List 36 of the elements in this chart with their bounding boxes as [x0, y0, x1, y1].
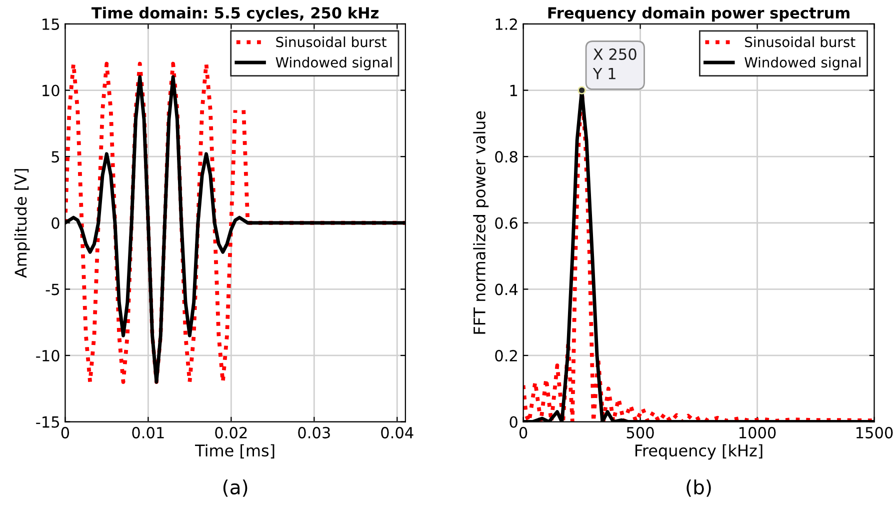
legend-label: Windowed signal [744, 56, 860, 70]
x-tick-label: 0 [61, 426, 70, 438]
legend-label: Sinusoidal burst [745, 36, 856, 48]
x-tick-label: 0.02 [215, 426, 247, 438]
y-tick-label: -10 [36, 350, 60, 362]
x-tick-label: 0.03 [298, 426, 330, 438]
x-tick-label: 0.04 [381, 426, 414, 438]
y-tick-label: 1 [510, 84, 518, 96]
x-axis-title: Frequency [kHz] [635, 444, 762, 460]
y-tick-label: 0.2 [495, 350, 517, 362]
y-tick-label: 0.6 [495, 217, 518, 229]
y-tick-label: 1.2 [496, 18, 517, 30]
chart-title: Frequency domain power spectrum [548, 6, 850, 22]
x-tick-label: 500 [626, 426, 654, 438]
x-tick-label: 0 [519, 426, 528, 438]
y-axis-title: Amplitude [V] [14, 169, 30, 278]
y-tick-label: 0.4 [495, 284, 518, 296]
y-tick-label: 5 [52, 151, 59, 163]
y-axis-title: FFT normalized power value [473, 111, 489, 334]
y-tick-label: -5 [46, 284, 59, 296]
y-tick-label: -15 [36, 416, 59, 428]
legend-label: Sinusoidal burst [276, 36, 386, 48]
y-tick-label: 0.8 [495, 151, 518, 163]
chart-title: Time domain: 5.5 cycles, 250 kHz [91, 6, 378, 22]
text: (a) [223, 479, 248, 497]
x-tick-label: 0.01 [132, 426, 164, 438]
legend-label: Windowed signal [276, 56, 392, 70]
x-tick-label: 1500 [856, 426, 893, 438]
x-tick-label: 1000 [740, 426, 776, 438]
y-tick-label: 10 [42, 84, 60, 96]
annotation: X 250 Y 1 [592, 48, 636, 80]
y-tick-label: 15 [42, 18, 59, 30]
y-tick-label: 0 [510, 416, 518, 428]
y-tick-label: 0 [52, 217, 60, 229]
x-axis-title: Time [ms] [195, 444, 274, 458]
text: (b) [686, 479, 711, 497]
